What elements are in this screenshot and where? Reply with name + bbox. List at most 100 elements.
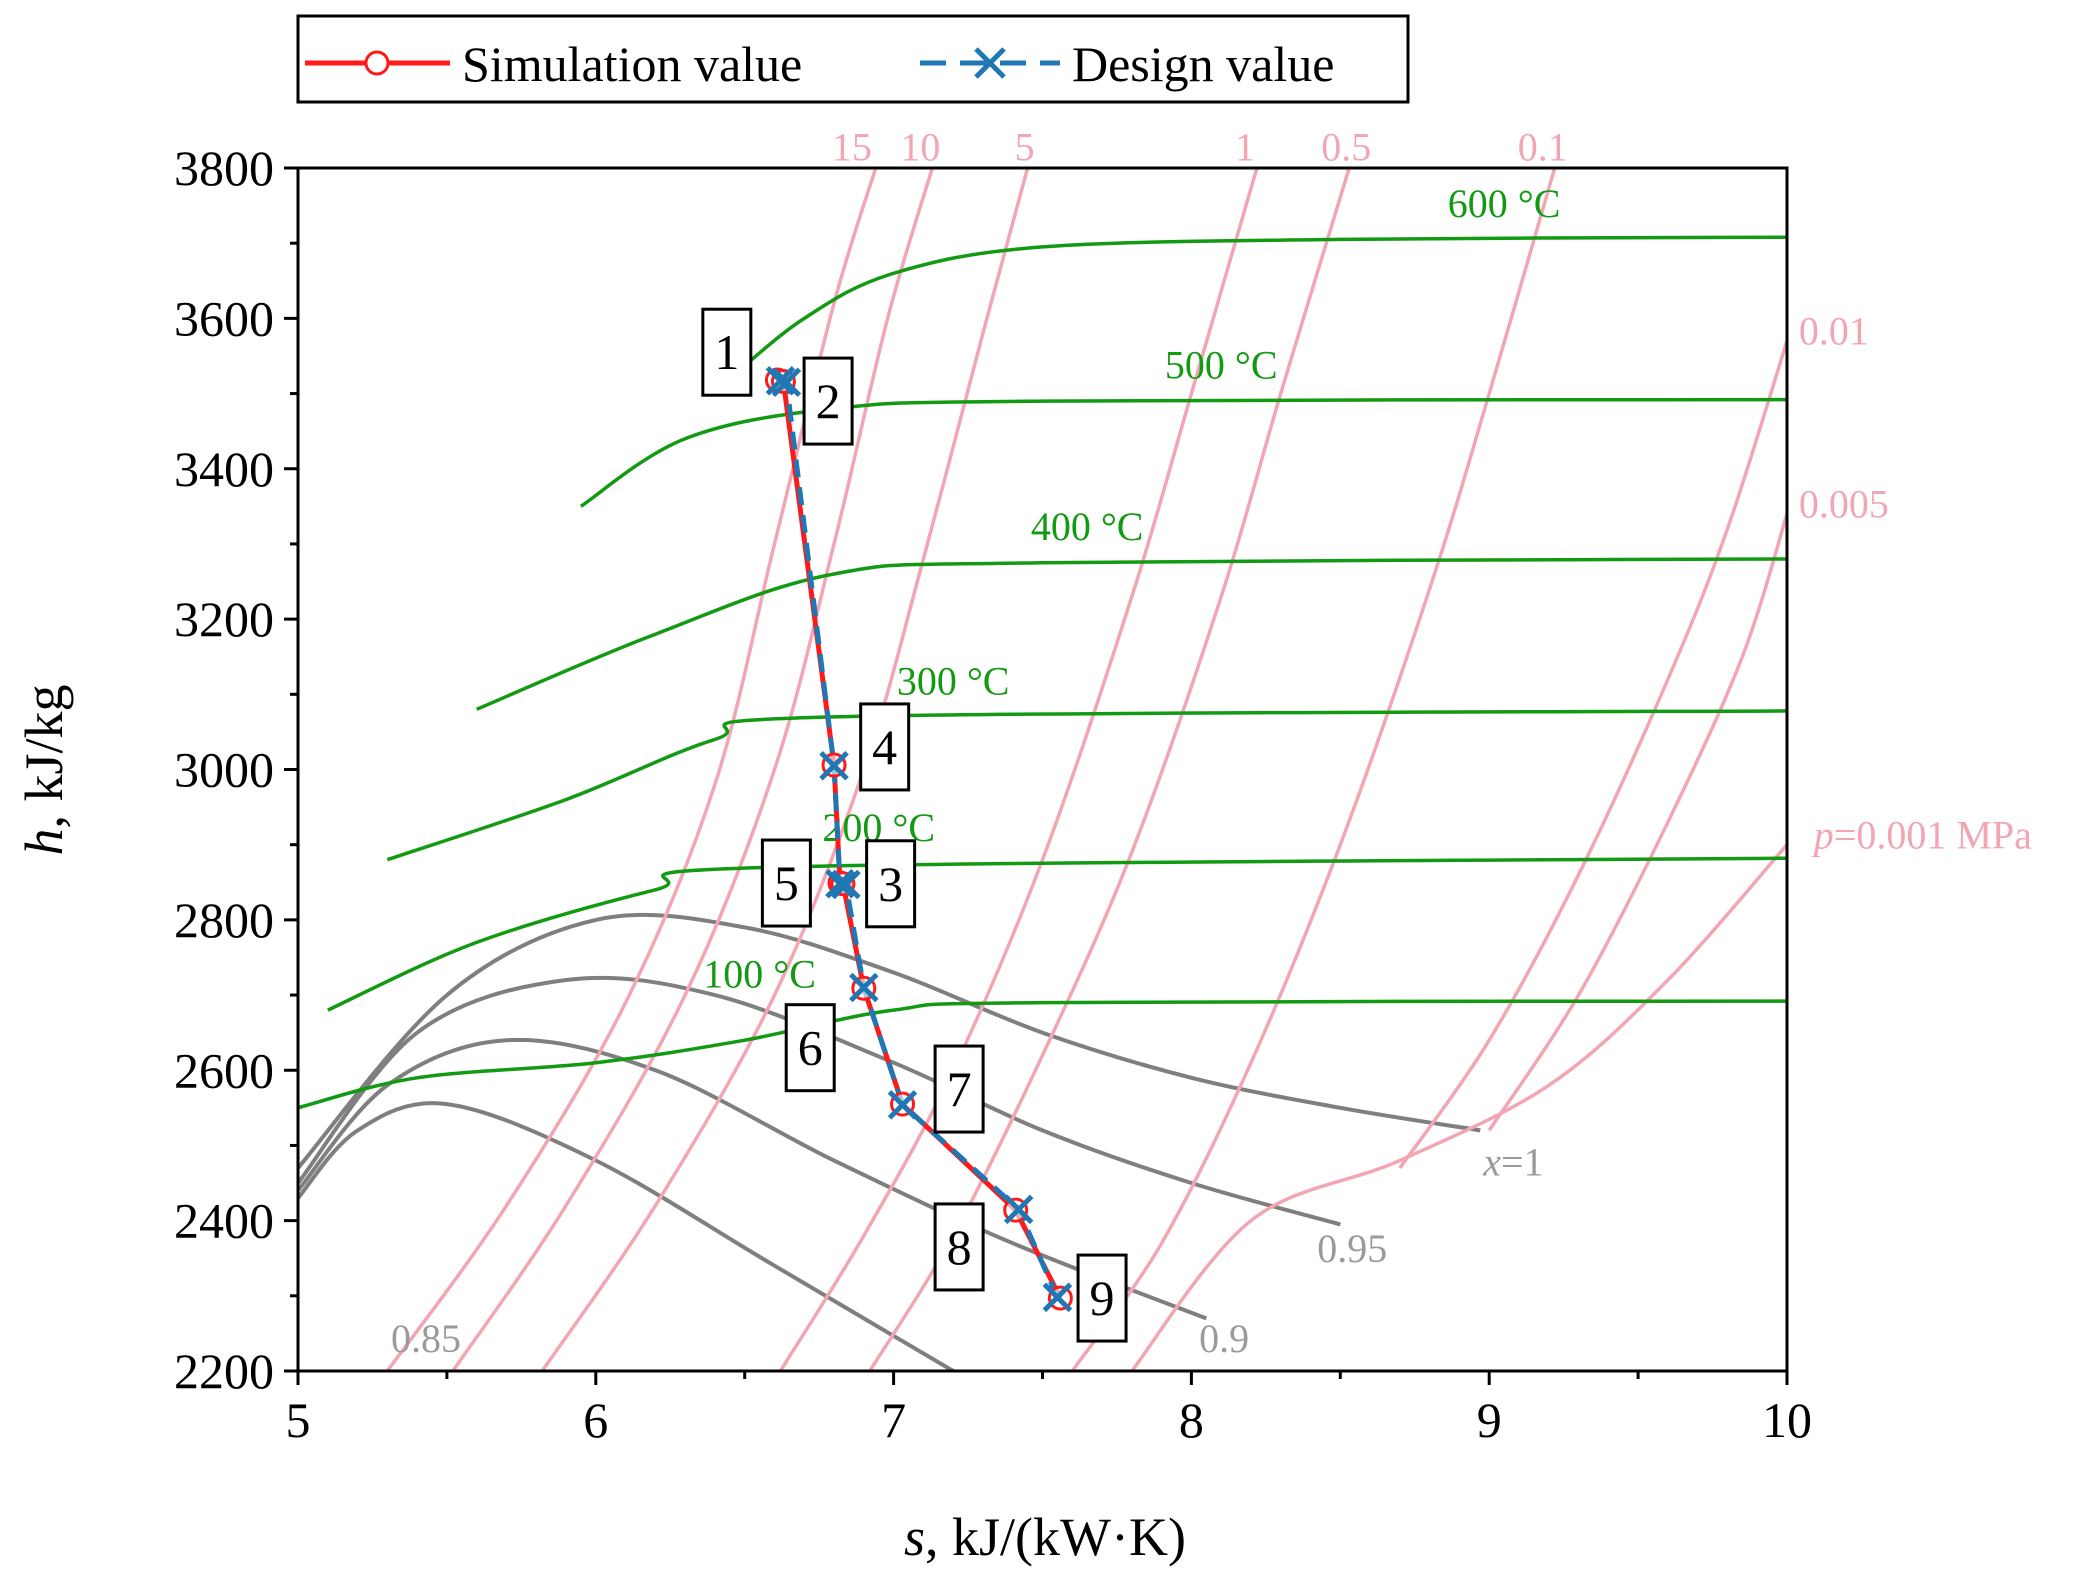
x-tick-label: 10 — [1762, 1392, 1812, 1448]
isotherm-curve-500-c — [579, 397, 1787, 508]
y-tick-label: 3600 — [174, 290, 274, 346]
state-point-labels: 1 2 4 5 3 6 7 8 9 — [701, 307, 1128, 1343]
y-tick-label: 2200 — [174, 1343, 274, 1399]
state-label-box — [933, 1044, 985, 1134]
isotherm-label: 400 °C — [1031, 504, 1144, 549]
quality-label: 0.9 — [1199, 1316, 1249, 1361]
isobar-curve-5 — [540, 168, 1030, 1371]
isotherm-curve-600-c — [728, 235, 1787, 380]
isotherm-label: 500 °C — [1165, 343, 1278, 388]
plot-area — [296, 166, 1789, 1373]
state-label-text: 3 — [878, 856, 903, 912]
isobar-label: 15 — [832, 124, 872, 169]
state-label-box — [865, 839, 917, 929]
legend-design-label: Design value — [1072, 36, 1334, 92]
plot-frame — [296, 166, 1789, 1373]
isobar-label: 0.5 — [1321, 124, 1371, 169]
x-tick-label: 7 — [881, 1392, 906, 1448]
state-label-text: 4 — [872, 719, 897, 775]
isobar-label: 0.1 — [1518, 124, 1568, 169]
axes: 5 6 7 8 9 10 2200 2400 2600 2800 3000 3200 3400 3600 3… — [174, 140, 1812, 1448]
state-label-box — [1076, 1253, 1128, 1343]
quality-curve-0-85 — [298, 1101, 955, 1371]
design-point-7 — [887, 1090, 918, 1120]
isobar-curve-p-0-001-mpa — [1130, 843, 1787, 1371]
isotherm-curve-400-c — [476, 557, 1787, 711]
isobar-curve-1 — [778, 168, 1259, 1371]
quality-curve-0-9 — [298, 1037, 1208, 1321]
y-tick-label: 3800 — [174, 140, 274, 196]
isobar-label: 0.01 — [1799, 309, 1869, 354]
state-label-3: 3 — [865, 839, 917, 929]
isobar-label: 1 — [1235, 124, 1255, 169]
design-point-5 — [831, 869, 861, 900]
isotherm-curve-100-c — [298, 999, 1787, 1110]
state-label-2: 2 — [802, 356, 854, 446]
state-label-1: 1 — [701, 307, 753, 397]
design-point-8 — [1003, 1194, 1034, 1225]
isobar-label: 5 — [1015, 124, 1035, 169]
state-label-4: 4 — [859, 702, 911, 792]
y-tick-label: 3200 — [174, 591, 274, 647]
state-label-text: 7 — [947, 1061, 972, 1117]
state-label-box — [784, 1003, 836, 1093]
state-label-6: 6 — [784, 1003, 836, 1093]
state-label-5: 5 — [760, 838, 812, 928]
quality-label: 0.85 — [391, 1316, 461, 1361]
y-axis-title: h, kJ/kg — [14, 684, 74, 855]
y-tick-label: 3000 — [174, 742, 274, 798]
y-tick-label: 2400 — [174, 1193, 274, 1249]
design-point-2 — [771, 367, 802, 398]
isotherm-label: 100 °C — [703, 952, 816, 997]
isobar-curve-15 — [385, 168, 878, 1371]
state-label-box — [802, 356, 854, 446]
y-tick-label: 2600 — [174, 1042, 274, 1098]
legend: Simulation value Design value — [296, 14, 1410, 104]
y-tick-label: 3400 — [174, 441, 274, 497]
state-label-box — [760, 838, 812, 928]
isotherm-curve-300-c — [386, 709, 1787, 862]
legend-simulation-marker — [364, 50, 390, 76]
design-point-1 — [765, 366, 796, 396]
legend-design-marker — [974, 47, 1006, 79]
y-tick-label: 2800 — [174, 892, 274, 948]
state-label-8: 8 — [933, 1202, 985, 1292]
state-label-7: 7 — [933, 1044, 985, 1134]
isobar-curve-0-005 — [1487, 513, 1787, 1132]
design-point-3 — [825, 869, 855, 899]
design-point-6 — [849, 972, 879, 1003]
isotherm-label: 600 °C — [1448, 181, 1561, 226]
isobar-curve-0-1 — [1070, 168, 1557, 1371]
state-label-box — [933, 1202, 985, 1292]
quality-label: x=1 — [1482, 1140, 1543, 1185]
isotherm-curve-200-c — [327, 856, 1787, 1012]
isobar-label: 10 — [900, 124, 940, 169]
quality-curve-x-1 — [298, 912, 1481, 1170]
state-label-text: 6 — [798, 1020, 823, 1076]
isobar-curve-10 — [451, 168, 934, 1371]
legend-simulation-label: Simulation value — [462, 36, 802, 92]
state-label-box — [701, 307, 753, 397]
state-label-text: 8 — [947, 1219, 972, 1275]
isobar-label: p=0.001 MPa — [1811, 812, 2032, 857]
state-label-box — [859, 702, 911, 792]
legend-box — [296, 14, 1410, 104]
isobar-curve-0-01 — [1398, 340, 1787, 1170]
state-label-text: 9 — [1090, 1270, 1115, 1326]
design-point-4 — [819, 750, 849, 781]
series — [764, 366, 1073, 1313]
quality-label: 0.95 — [1317, 1226, 1387, 1271]
design-point-9 — [1042, 1282, 1073, 1313]
x-tick-label: 5 — [286, 1392, 311, 1448]
isobar-label: 0.005 — [1799, 482, 1889, 527]
x-axis-title: s, kJ/(kW·K) — [904, 1507, 1186, 1567]
x-tick-label: 8 — [1179, 1392, 1204, 1448]
x-tick-label: 9 — [1477, 1392, 1502, 1448]
state-label-text: 5 — [774, 855, 799, 911]
x-tick-label: 6 — [583, 1392, 608, 1448]
state-label-text: 2 — [816, 373, 841, 429]
state-label-9: 9 — [1076, 1253, 1128, 1343]
state-label-text: 1 — [714, 324, 739, 380]
isotherm-label: 300 °C — [897, 658, 1010, 703]
